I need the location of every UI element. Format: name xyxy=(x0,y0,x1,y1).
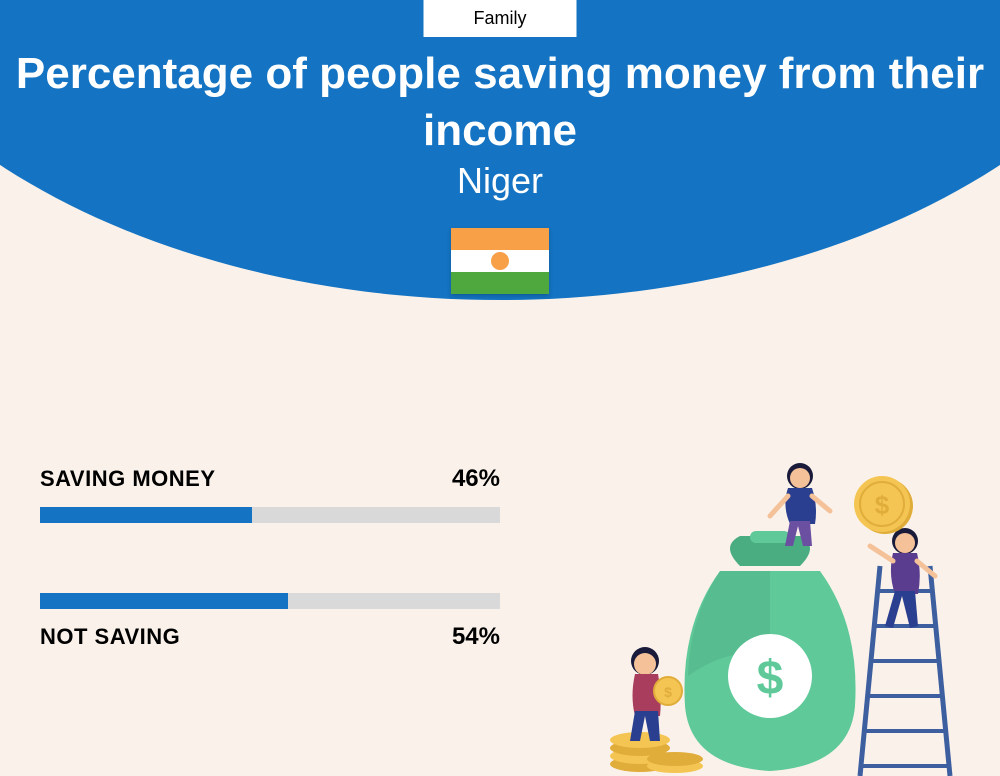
bar-track xyxy=(40,507,500,523)
infographic-title: Percentage of people saving money from t… xyxy=(0,45,1000,159)
money-bag-icon: $ xyxy=(684,531,855,771)
bar-header: SAVING MONEY 46% xyxy=(40,465,500,493)
category-label: Family xyxy=(474,8,527,28)
bars-container: SAVING MONEY 46% NOT SAVING 54% xyxy=(40,465,500,721)
svg-text:$: $ xyxy=(664,684,672,700)
bar-fill-saving xyxy=(40,507,252,523)
person-left-icon: $ xyxy=(630,647,682,741)
bar-value-saving: 46% xyxy=(452,465,500,493)
savings-illustration: $ $ $ xyxy=(590,446,970,776)
svg-text:$: $ xyxy=(757,652,784,705)
large-coin-icon: $ xyxy=(854,476,913,534)
flag-stripe-bottom xyxy=(451,272,549,294)
bar-track xyxy=(40,593,500,609)
svg-text:$: $ xyxy=(875,490,890,520)
flag-circle xyxy=(491,252,509,270)
category-badge: Family xyxy=(424,0,577,37)
country-flag xyxy=(451,228,549,294)
bar-group-notsaving: NOT SAVING 54% xyxy=(40,593,500,651)
bar-value-notsaving: 54% xyxy=(452,623,500,651)
bar-header: NOT SAVING 54% xyxy=(40,623,500,651)
bar-label-saving: SAVING MONEY xyxy=(40,466,216,492)
bar-fill-notsaving xyxy=(40,593,288,609)
bar-label-notsaving: NOT SAVING xyxy=(40,624,180,650)
flag-stripe-top xyxy=(451,228,549,250)
country-name: Niger xyxy=(0,160,1000,202)
bar-group-saving: SAVING MONEY 46% xyxy=(40,465,500,523)
